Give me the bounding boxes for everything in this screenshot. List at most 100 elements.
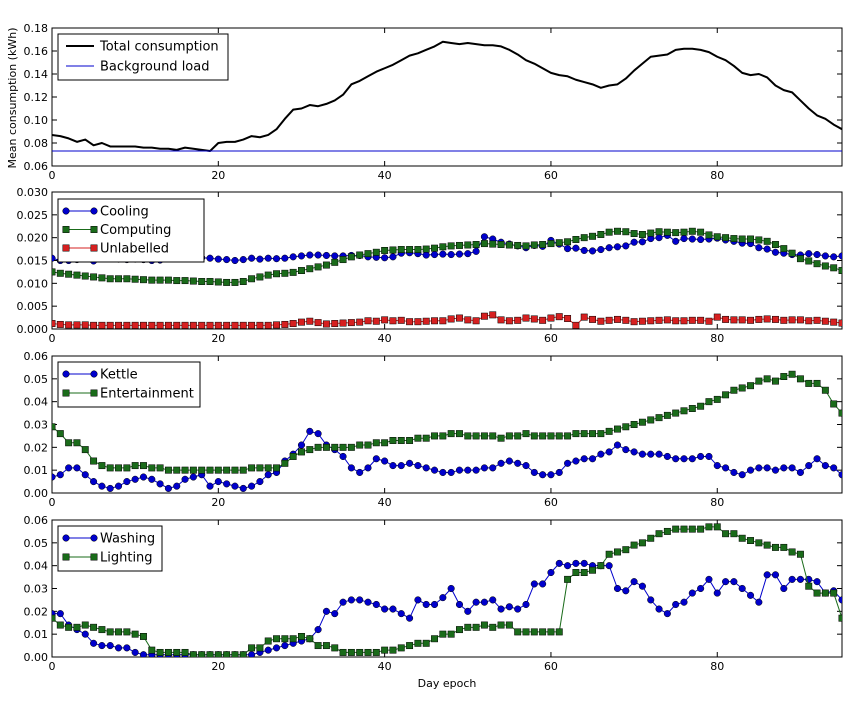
data-point-washing xyxy=(314,626,322,634)
data-point-entertainment xyxy=(688,405,696,412)
data-point-cooling xyxy=(672,237,680,245)
data-point-washing xyxy=(339,598,347,606)
data-point-entertainment xyxy=(98,462,106,470)
data-point-lighting xyxy=(264,637,272,645)
data-point-washing xyxy=(713,589,721,597)
data-point-lighting xyxy=(489,623,497,631)
data-point-unlabelled xyxy=(680,317,688,325)
legend-label-entertainment: Entertainment xyxy=(100,387,194,402)
data-point-unlabelled xyxy=(796,316,804,324)
data-point-entertainment xyxy=(123,464,131,472)
data-point-unlabelled xyxy=(106,321,114,329)
data-point-entertainment xyxy=(480,432,488,440)
data-point-computing xyxy=(747,235,754,243)
y-axis-label: Mean consumption (kWh) xyxy=(6,28,19,169)
data-point-cooling xyxy=(838,252,842,260)
data-point-kettle xyxy=(73,464,81,472)
y-tick-label: 0.06 xyxy=(24,160,49,173)
data-point-unlabelled xyxy=(464,316,472,324)
data-point-cooling xyxy=(381,254,389,262)
panel-1: 0 20 40 60 80 0.06 0.08 0.10 0.12 0.14 0.16 0.18 Tot… xyxy=(24,22,843,182)
data-point-washing xyxy=(638,582,646,590)
data-point-unlabelled xyxy=(489,311,497,319)
data-point-entertainment xyxy=(381,439,389,447)
data-point-kettle xyxy=(722,464,730,472)
data-point-lighting xyxy=(697,525,705,533)
data-point-kettle xyxy=(505,457,513,465)
legend-marker-kettle xyxy=(90,370,98,378)
panel-2: 0 20 40 60 80 0.000 0.005 0.010 0.015 0.020 0.025 0… xyxy=(17,186,843,345)
data-point-lighting xyxy=(364,648,372,656)
data-point-kettle xyxy=(306,427,314,435)
data-point-entertainment xyxy=(747,382,754,390)
data-point-kettle xyxy=(239,484,247,492)
data-point-entertainment xyxy=(181,466,189,474)
data-point-entertainment xyxy=(306,446,314,454)
data-point-unlabelled xyxy=(356,318,364,326)
data-point-computing xyxy=(697,228,705,236)
data-point-washing xyxy=(688,589,696,597)
data-point-washing xyxy=(539,580,547,588)
data-point-unlabelled xyxy=(580,313,588,321)
data-point-computing xyxy=(256,273,264,281)
y-tick-label: 0.015 xyxy=(17,255,49,268)
y-tick-label: 0.005 xyxy=(17,300,49,313)
data-point-unlabelled xyxy=(539,316,547,324)
data-point-entertainment xyxy=(439,432,447,440)
data-point-unlabelled xyxy=(389,317,397,325)
data-point-washing xyxy=(730,578,738,586)
data-point-entertainment xyxy=(414,434,422,442)
data-point-kettle xyxy=(672,455,680,463)
data-point-unlabelled xyxy=(605,316,613,324)
data-point-entertainment xyxy=(264,464,272,472)
panel-4: 0 20 40 60 80 0.00 0.01 0.02 0.03 0.04 0.05 0.06 Was… xyxy=(24,514,843,673)
data-point-kettle xyxy=(106,484,114,492)
y-tick-label: 0.12 xyxy=(24,91,49,104)
data-point-entertainment xyxy=(339,443,347,451)
data-point-entertainment xyxy=(322,443,330,451)
data-point-washing xyxy=(397,610,405,618)
data-point-lighting xyxy=(464,623,472,631)
data-point-lighting xyxy=(406,642,414,650)
data-point-computing xyxy=(364,250,372,258)
data-point-computing xyxy=(381,247,389,254)
y-tick-label: 0.06 xyxy=(24,350,49,363)
data-point-computing xyxy=(115,275,122,283)
data-point-computing xyxy=(497,241,505,248)
data-point-unlabelled xyxy=(647,317,655,325)
data-point-washing xyxy=(364,598,372,606)
data-point-lighting xyxy=(564,575,572,583)
data-point-washing xyxy=(522,600,530,609)
data-point-lighting xyxy=(347,648,355,656)
data-point-washing xyxy=(331,610,339,618)
data-point-unlabelled xyxy=(780,316,788,324)
data-point-unlabelled xyxy=(522,314,530,322)
data-point-unlabelled xyxy=(381,316,389,324)
data-point-computing xyxy=(456,241,463,249)
data-point-entertainment xyxy=(65,439,73,447)
data-point-entertainment xyxy=(106,464,114,472)
data-point-lighting xyxy=(148,646,156,654)
data-point-washing xyxy=(356,596,364,604)
data-point-entertainment xyxy=(630,421,638,428)
data-point-cooling xyxy=(231,256,239,265)
data-point-lighting xyxy=(505,621,513,629)
data-point-computing xyxy=(447,242,455,250)
data-point-computing xyxy=(231,278,239,286)
data-point-entertainment xyxy=(605,427,613,435)
data-point-lighting xyxy=(572,569,580,576)
x-tick-label: 20 xyxy=(211,169,225,182)
data-point-unlabelled xyxy=(705,317,713,325)
data-point-entertainment xyxy=(223,466,231,474)
data-point-cooling xyxy=(214,255,222,263)
data-point-washing xyxy=(796,575,804,583)
data-point-kettle xyxy=(522,462,530,470)
data-point-kettle xyxy=(796,468,804,477)
data-point-unlabelled xyxy=(140,321,147,329)
data-point-lighting xyxy=(672,525,680,533)
data-point-unlabelled xyxy=(713,313,721,321)
data-point-kettle xyxy=(663,452,671,461)
data-point-computing xyxy=(730,235,738,243)
data-point-unlabelled xyxy=(223,321,231,329)
data-point-kettle xyxy=(555,468,563,477)
